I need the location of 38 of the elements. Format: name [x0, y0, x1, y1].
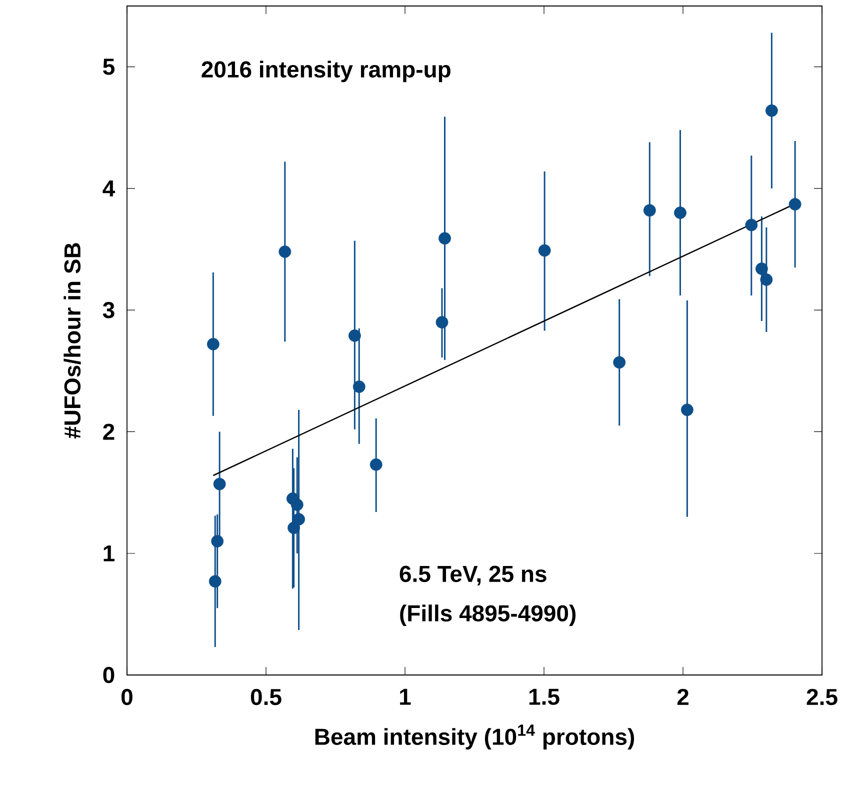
point	[755, 262, 768, 275]
y-tick-label: 0	[103, 666, 114, 684]
y-tick-label: 5	[103, 58, 114, 75]
x-tick-label: 0	[122, 688, 132, 706]
point	[680, 404, 694, 416]
x-tick-label: 0.5	[250, 688, 282, 706]
point	[206, 338, 220, 350]
y-tick-label: 2	[103, 424, 114, 440]
point	[370, 458, 382, 471]
x-tick-label: 2	[677, 688, 688, 705]
annotation: 6.5 TeV, 25 ns	[400, 566, 546, 586]
annotation: (Fills 4895-4990)	[400, 604, 576, 626]
point	[745, 218, 758, 232]
point	[760, 273, 773, 286]
point	[765, 104, 778, 117]
point	[208, 575, 222, 588]
point	[613, 356, 626, 369]
y-tick-label: 4	[102, 180, 116, 196]
point	[211, 535, 224, 548]
point	[290, 498, 304, 511]
point	[348, 329, 361, 342]
point	[674, 206, 686, 219]
y-tick-label: 1	[104, 545, 114, 562]
x-tick-label: 1	[400, 688, 411, 705]
point	[643, 204, 656, 217]
x-tick-label: 1.5	[529, 688, 560, 705]
x-axis-title: Beam intensity (10$^{14}$ protons)	[315, 724, 634, 750]
point	[438, 232, 451, 245]
y-tick-label: 3	[102, 302, 114, 318]
point	[788, 198, 802, 210]
point	[352, 380, 366, 393]
x-tick-label: 2.5	[806, 688, 838, 706]
point	[436, 316, 448, 328]
annotation: 2016 intensity ramp-up	[202, 60, 450, 82]
y-axis-title: #UFOs/hour in SB	[64, 243, 81, 439]
point	[278, 246, 292, 258]
point	[538, 244, 551, 257]
point	[213, 478, 226, 490]
